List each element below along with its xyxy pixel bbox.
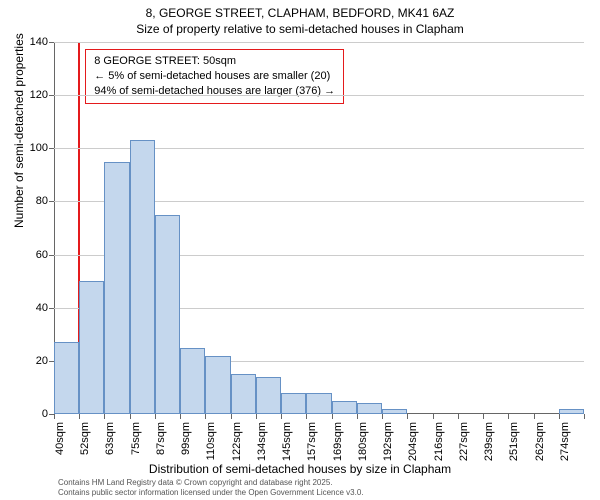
x-tick — [281, 414, 282, 419]
x-tick-label: 262sqm — [534, 422, 546, 462]
x-tick — [483, 414, 484, 419]
y-tick-label: 20 — [36, 355, 48, 367]
x-tick-label: 251sqm — [508, 422, 520, 462]
y-tick-label: 60 — [36, 249, 48, 261]
y-tick — [49, 255, 54, 256]
x-tick-label: 204sqm — [407, 422, 419, 462]
info-line1: 8 GEORGE STREET: 50sqm — [94, 54, 335, 69]
x-tick-label: 274sqm — [559, 422, 571, 462]
histogram-bar — [357, 403, 382, 414]
histogram-bar — [79, 281, 104, 414]
footer: Contains HM Land Registry data © Crown c… — [58, 478, 364, 497]
x-tick — [256, 414, 257, 419]
x-tick-label: 227sqm — [458, 422, 470, 462]
grid-line — [54, 42, 584, 43]
chart-title: 8, GEORGE STREET, CLAPHAM, BEDFORD, MK41… — [0, 6, 600, 20]
x-tick-label: 169sqm — [332, 422, 344, 462]
y-tick-label: 100 — [30, 142, 48, 154]
histogram-bar — [332, 401, 357, 414]
x-tick-label: 75sqm — [130, 422, 142, 462]
y-tick-label: 80 — [36, 195, 48, 207]
x-tick-label: 87sqm — [155, 422, 167, 462]
x-tick-label: 134sqm — [256, 422, 268, 462]
x-tick — [130, 414, 131, 419]
y-tick-label: 0 — [42, 408, 48, 420]
histogram-bar — [382, 409, 407, 414]
x-tick — [155, 414, 156, 419]
y-tick — [49, 201, 54, 202]
x-tick — [559, 414, 560, 419]
x-tick-label: 239sqm — [483, 422, 495, 462]
x-tick — [382, 414, 383, 419]
grid-line — [54, 95, 584, 96]
x-tick — [231, 414, 232, 419]
x-tick-label: 192sqm — [382, 422, 394, 462]
x-tick-label: 216sqm — [433, 422, 445, 462]
x-tick-label: 99sqm — [180, 422, 192, 462]
y-tick-label: 140 — [30, 36, 48, 48]
x-tick-label: 157sqm — [306, 422, 318, 462]
y-tick — [49, 148, 54, 149]
x-tick — [534, 414, 535, 419]
x-tick — [54, 414, 55, 419]
histogram-bar — [256, 377, 281, 414]
x-tick — [104, 414, 105, 419]
histogram-bar — [231, 374, 256, 414]
chart-subtitle: Size of property relative to semi-detach… — [0, 22, 600, 36]
histogram-bar — [155, 215, 180, 414]
plot-area: 8 GEORGE STREET: 50sqm ← 5% of semi-deta… — [54, 42, 584, 414]
x-tick — [357, 414, 358, 419]
footer-line2: Contains public sector information licen… — [58, 488, 364, 498]
x-tick — [584, 414, 585, 419]
histogram-bar — [180, 348, 205, 414]
x-tick — [79, 414, 80, 419]
x-axis-title: Distribution of semi-detached houses by … — [0, 462, 600, 476]
x-tick-label: 52sqm — [79, 422, 91, 462]
x-tick-label: 40sqm — [54, 422, 66, 462]
x-tick — [407, 414, 408, 419]
x-tick-label: 180sqm — [357, 422, 369, 462]
x-tick — [458, 414, 459, 419]
y-tick-label: 40 — [36, 302, 48, 314]
info-line2: ← 5% of semi-detached houses are smaller… — [94, 69, 335, 84]
x-tick — [433, 414, 434, 419]
y-axis-title: Number of semi-detached properties — [12, 33, 26, 228]
histogram-bar — [104, 162, 129, 414]
histogram-bar — [130, 140, 155, 414]
histogram-bar — [559, 409, 584, 414]
x-tick — [180, 414, 181, 419]
x-tick — [205, 414, 206, 419]
y-tick — [49, 42, 54, 43]
y-tick — [49, 95, 54, 96]
x-tick-label: 122sqm — [231, 422, 243, 462]
y-tick-label: 120 — [30, 89, 48, 101]
x-tick — [508, 414, 509, 419]
y-tick — [49, 308, 54, 309]
histogram-bar — [281, 393, 306, 414]
histogram-bar — [205, 356, 230, 414]
footer-line1: Contains HM Land Registry data © Crown c… — [58, 478, 364, 488]
info-line3: 94% of semi-detached houses are larger (… — [94, 84, 335, 99]
histogram-bar — [306, 393, 331, 414]
x-tick — [306, 414, 307, 419]
x-tick-label: 63sqm — [104, 422, 116, 462]
x-tick-label: 145sqm — [281, 422, 293, 462]
x-tick — [332, 414, 333, 419]
x-tick-label: 110sqm — [205, 422, 217, 462]
histogram-bar — [54, 342, 79, 414]
